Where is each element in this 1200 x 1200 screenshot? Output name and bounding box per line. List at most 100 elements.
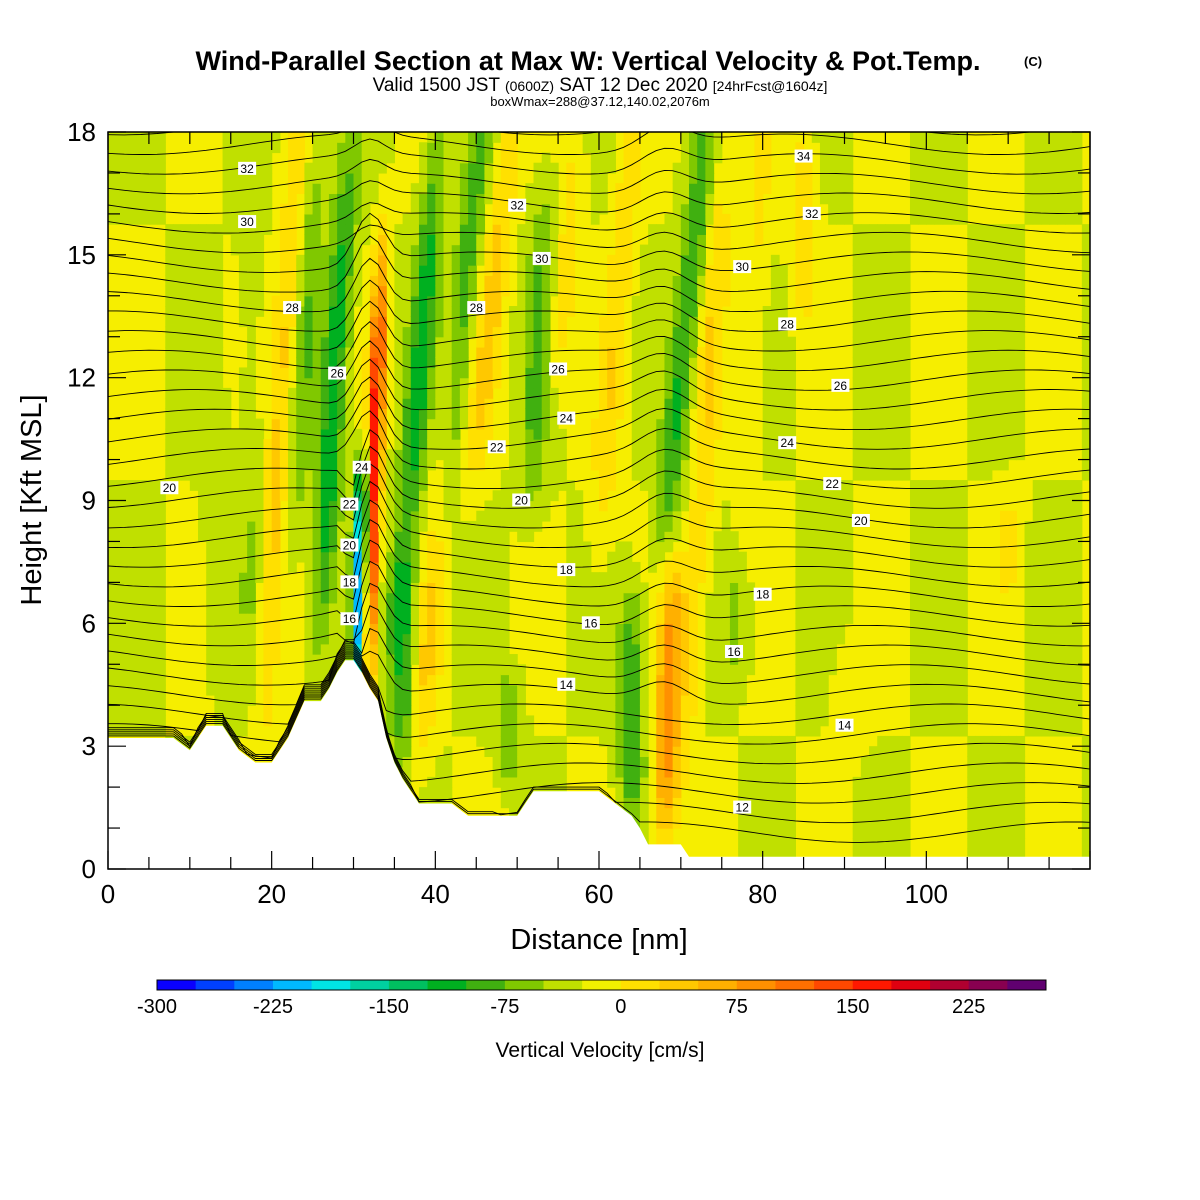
w-cell	[1032, 142, 1042, 154]
w-cell	[623, 234, 633, 246]
w-cell	[983, 346, 993, 358]
w-cell	[1040, 531, 1050, 543]
w-cell	[918, 602, 927, 614]
w-cell	[394, 561, 404, 573]
w-cell	[697, 449, 706, 461]
w-cell	[337, 592, 346, 604]
w-cell	[689, 285, 698, 297]
w-cell	[983, 756, 993, 768]
w-cell	[770, 398, 780, 409]
w-cell	[312, 183, 322, 195]
w-cell	[525, 316, 535, 328]
w-cell	[926, 551, 936, 563]
w-cell	[999, 234, 1009, 246]
w-cell	[459, 234, 469, 246]
w-cell	[689, 244, 698, 256]
w-cell	[639, 705, 649, 717]
w-cell	[517, 265, 526, 276]
w-cell	[672, 224, 682, 235]
w-cell	[173, 244, 183, 256]
w-cell	[860, 469, 870, 481]
w-cell	[689, 193, 698, 205]
w-cell	[959, 725, 968, 737]
w-cell	[697, 459, 706, 471]
w-cell	[623, 766, 633, 778]
w-cell	[852, 336, 862, 348]
w-cell	[975, 244, 985, 256]
w-cell	[238, 572, 248, 583]
w-cell	[214, 234, 224, 246]
w-cell	[672, 367, 682, 379]
w-cell	[484, 428, 494, 440]
w-cell	[304, 377, 314, 389]
w-cell	[828, 142, 837, 154]
w-cell	[672, 735, 682, 747]
w-cell	[705, 398, 715, 409]
w-cell	[427, 705, 436, 717]
w-cell	[116, 602, 125, 614]
w-cell	[770, 295, 780, 307]
w-cell	[410, 592, 420, 604]
w-cell	[181, 265, 191, 276]
w-cell	[901, 254, 911, 266]
w-cell	[615, 203, 625, 215]
w-cell	[721, 244, 731, 256]
w-cell	[713, 316, 723, 328]
w-cell	[541, 162, 551, 174]
w-cell	[443, 418, 453, 430]
w-cell	[1040, 551, 1050, 563]
w-cell	[1024, 664, 1034, 676]
w-cell	[214, 439, 224, 450]
w-cell	[116, 623, 125, 635]
w-cell	[860, 787, 870, 798]
w-cell	[590, 183, 600, 195]
w-cell	[558, 756, 567, 768]
w-cell	[795, 265, 805, 276]
w-cell	[697, 142, 706, 154]
w-cell	[492, 572, 502, 583]
w-cell	[1049, 633, 1058, 645]
w-cell	[680, 469, 690, 481]
w-cell	[386, 654, 396, 665]
w-cell	[959, 510, 968, 522]
w-cell	[173, 346, 183, 358]
w-cell	[247, 541, 256, 553]
w-cell	[639, 469, 649, 481]
w-cell	[386, 520, 396, 532]
w-cell	[206, 357, 215, 369]
w-cell	[664, 316, 674, 328]
w-cell	[116, 531, 125, 543]
w-cell	[279, 285, 289, 297]
w-cell	[222, 572, 232, 583]
w-cell	[1008, 510, 1017, 522]
w-cell	[222, 439, 232, 450]
w-cell	[320, 643, 330, 655]
w-cell	[288, 254, 297, 266]
w-cell	[427, 459, 436, 471]
w-cell	[148, 490, 158, 502]
w-cell	[402, 357, 412, 369]
w-cell	[1024, 654, 1034, 665]
w-cell	[599, 428, 608, 440]
w-cell	[869, 265, 878, 276]
w-cell	[328, 132, 338, 143]
w-cell	[157, 684, 166, 696]
w-cell	[108, 684, 117, 696]
w-cell	[337, 387, 346, 399]
w-cell	[394, 275, 404, 287]
w-cell	[721, 254, 731, 266]
w-cell	[648, 377, 657, 389]
w-cell	[779, 838, 788, 850]
w-cell	[369, 183, 379, 195]
w-cell	[1016, 735, 1026, 747]
w-cell	[901, 848, 911, 860]
w-cell	[427, 306, 436, 317]
w-cell	[1032, 541, 1042, 553]
w-cell	[369, 172, 379, 184]
w-cell	[721, 613, 731, 624]
w-cell	[901, 336, 911, 348]
w-cell	[328, 336, 338, 348]
w-cell	[500, 152, 510, 164]
w-cell	[983, 828, 993, 839]
w-cell	[819, 572, 829, 583]
